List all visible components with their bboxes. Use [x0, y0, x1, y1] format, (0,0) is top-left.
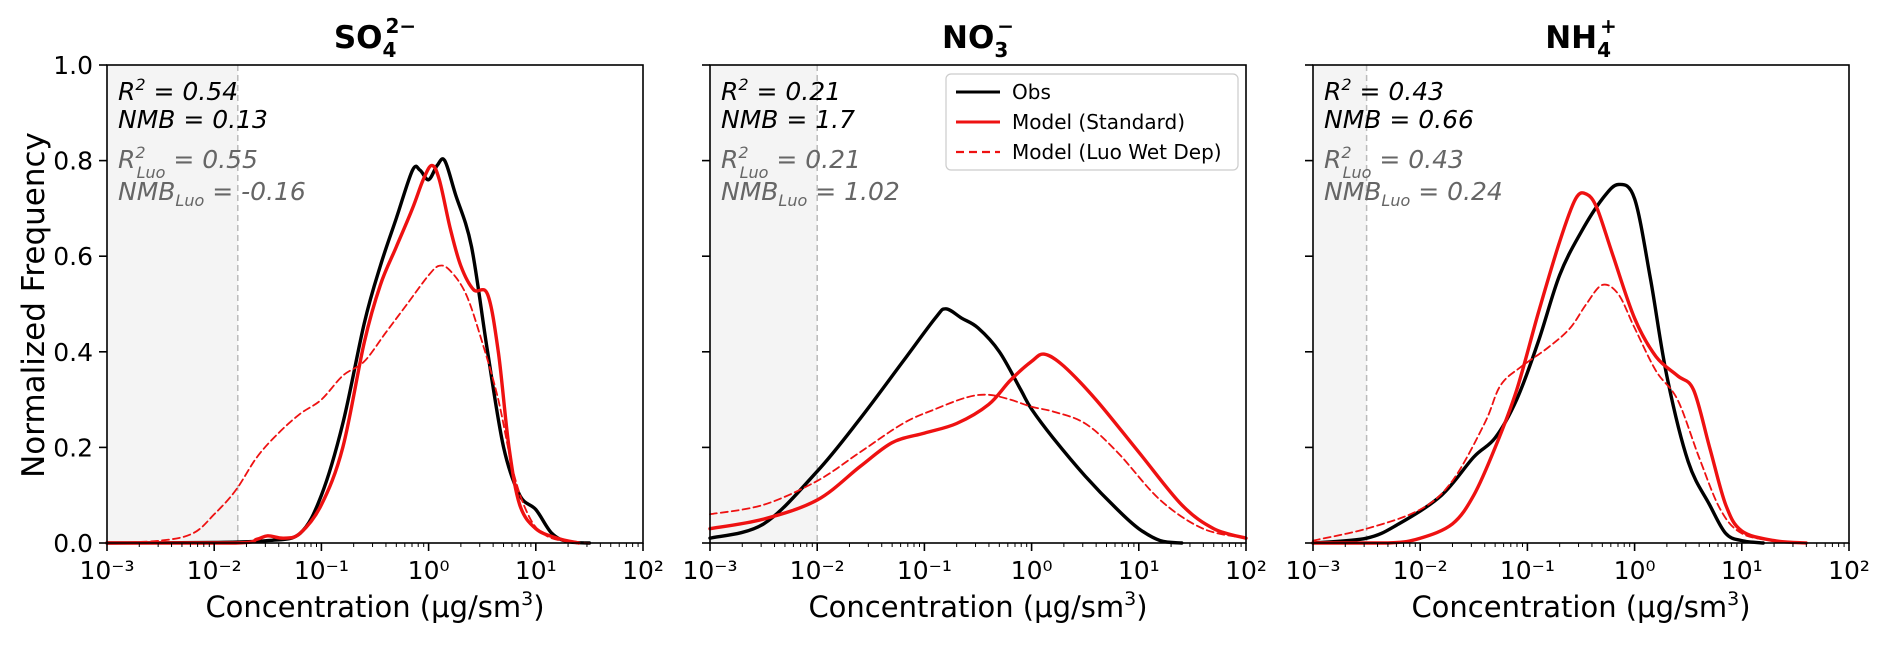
plot-frame: [1312, 64, 1850, 544]
y-tick-label: 0.4: [53, 338, 93, 367]
stat-nmb-luo: NMBLuo = 1.02: [721, 177, 900, 210]
series-line-model-luo-wet-dep: [709, 393, 1247, 540]
x-tick-label: 10⁻³: [1285, 556, 1340, 585]
x-axis-label: Concentration (μg/sm3): [808, 588, 1147, 624]
x-tick-label: 10⁻³: [682, 556, 737, 585]
x-tick-label: 10⁻²: [187, 556, 242, 585]
x-tick-label: 10⁻²: [790, 556, 845, 585]
stat-nmb: NMB = 0.66: [1324, 105, 1474, 134]
series-line-model-luo-wet-dep: [106, 264, 591, 544]
stat-r2: R2 = 0.43: [1324, 75, 1444, 106]
panel-3: 10⁻³ 10⁻² 10⁻¹ 10⁰ 10¹ 10² Concentration (μg/s…: [1285, 14, 1869, 624]
panel-title: SO42−: [334, 14, 416, 62]
y-tick-label: 0.8: [53, 147, 93, 176]
x-tick-label: 10²: [1225, 556, 1267, 585]
legend: Obs Model (Standard) Model (Luo Wet Dep): [945, 73, 1239, 171]
panel-title: NH4+: [1545, 14, 1617, 62]
detection-limit-shading: [1313, 65, 1367, 543]
x-tick-label: 10⁰: [1011, 556, 1053, 585]
plot-frame: [106, 64, 644, 544]
x-tick-label: 10⁻²: [1393, 556, 1448, 585]
legend-label: Model (Standard): [1012, 110, 1185, 134]
y-axis-label: Normalized Frequency: [16, 132, 52, 478]
stat-r2-luo: R2 Luo = 0.43: [1324, 143, 1464, 182]
series-line-model-standard: [1311, 191, 1808, 545]
y-tick-label: 1.0: [53, 51, 93, 80]
x-tick-label: 10⁻¹: [1500, 556, 1555, 585]
stat-r2: R2 = 0.54: [118, 75, 238, 106]
panel-1: 10⁻³ 10⁻² 10⁻¹ 10⁰ 10¹ 10² 0.0 0.2 0.4 0.6 0.8 1.0 C…: [53, 14, 664, 624]
plot-frame: [709, 64, 1247, 544]
x-tick-label: 10²: [622, 556, 664, 585]
x-tick-label: 10²: [1828, 556, 1870, 585]
stat-nmb-luo: NMBLuo = 0.24: [1324, 177, 1503, 210]
stat-r2-luo: R2 Luo = 0.21: [721, 143, 861, 182]
x-tick-label: 10¹: [515, 556, 557, 585]
x-tick-label: 10⁻¹: [897, 556, 952, 585]
x-tick-label: 10⁻¹: [294, 556, 349, 585]
stat-r2-luo: R2 Luo = 0.55: [118, 143, 258, 182]
stat-r2: R2 = 0.21: [721, 75, 841, 106]
series-line-model-standard: [105, 163, 581, 545]
x-tick-label: 10⁰: [408, 556, 450, 585]
legend-label: Obs: [1012, 80, 1051, 104]
stat-nmb: NMB = 1.7: [721, 105, 855, 134]
series-line-model-luo-wet-dep: [1312, 283, 1807, 544]
x-axis-label: Concentration (μg/sm3): [1411, 588, 1750, 624]
x-axis-label: Concentration (μg/sm3): [205, 588, 544, 624]
detection-limit-shading: [107, 65, 238, 543]
stat-nmb: NMB = 0.13: [118, 105, 268, 134]
series-line-obs: [1311, 182, 1765, 545]
x-tick-label: 10¹: [1118, 556, 1160, 585]
x-tick-label: 10⁻³: [79, 556, 134, 585]
series-line-model-standard: [708, 352, 1248, 540]
y-tick-label: 0.0: [53, 529, 93, 558]
panel-2: 10⁻³ 10⁻² 10⁻¹ 10⁰ 10¹ 10² Concentration (μg/s…: [682, 14, 1266, 624]
legend-box: [945, 73, 1239, 171]
y-tick-label: 0.6: [53, 242, 93, 271]
stat-nmb-luo: NMBLuo = -0.16: [118, 177, 306, 210]
x-tick-label: 10⁰: [1614, 556, 1656, 585]
series-line-obs: [708, 307, 1184, 545]
x-tick-label: 10¹: [1721, 556, 1763, 585]
panel-title: NO3−: [942, 14, 1014, 62]
detection-limit-shading: [710, 65, 818, 543]
y-tick-label: 0.2: [53, 433, 93, 462]
legend-label: Model (Luo Wet Dep): [1012, 140, 1222, 164]
